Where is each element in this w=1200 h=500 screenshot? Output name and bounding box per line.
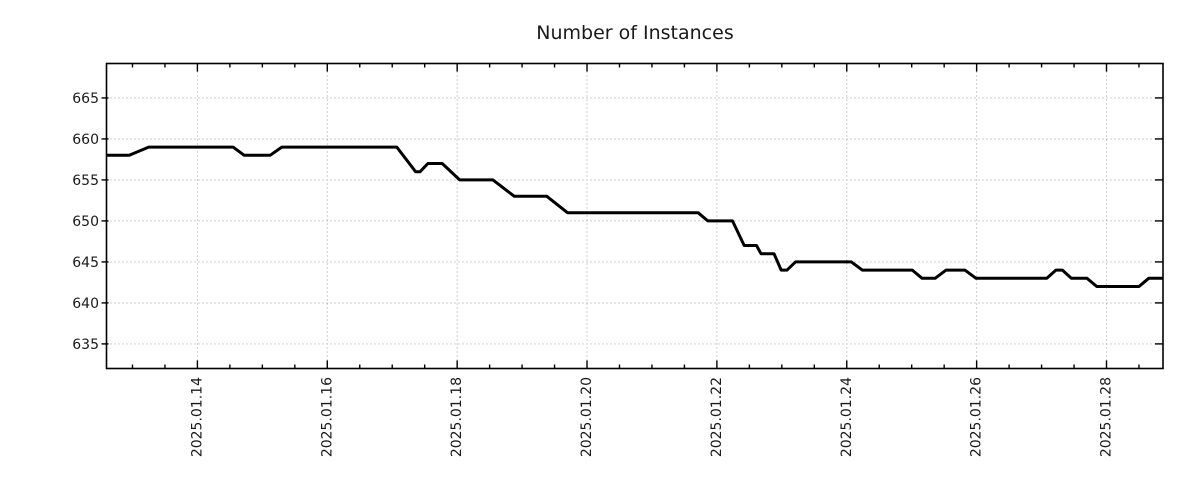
- x-tick-label: 2025.01.22: [709, 377, 725, 457]
- x-tick-label: 2025.01.16: [319, 377, 335, 457]
- x-tick-label: 2025.01.26: [969, 377, 985, 457]
- y-tick-label: 635: [72, 337, 99, 353]
- x-tick-label: 2025.01.24: [839, 377, 855, 457]
- label-layer: 2025.01.14 2025.01.16 2025.01.18 2025.01.20…: [72, 91, 1114, 457]
- y-tick-label: 665: [72, 91, 99, 107]
- y-tick-label: 640: [72, 296, 99, 312]
- y-tick-label: 655: [72, 173, 99, 189]
- plot-border: [105, 62, 1164, 370]
- y-tick-label: 660: [72, 132, 99, 148]
- x-tick-label: 2025.01.20: [579, 377, 595, 457]
- x-tick-label: 2025.01.14: [189, 377, 205, 457]
- series-layer: [106, 145, 1163, 288]
- x-tick-label: 2025.01.18: [449, 377, 465, 457]
- axis-layer: [101, 62, 1164, 370]
- grid-layer: [106, 63, 1163, 369]
- chart-title: Number of Instances: [536, 22, 733, 44]
- y-tick-label: 650: [72, 214, 99, 230]
- series-line: [106, 145, 1163, 288]
- x-tick-label: 2025.01.28: [1099, 377, 1115, 457]
- y-tick-label: 645: [72, 255, 99, 271]
